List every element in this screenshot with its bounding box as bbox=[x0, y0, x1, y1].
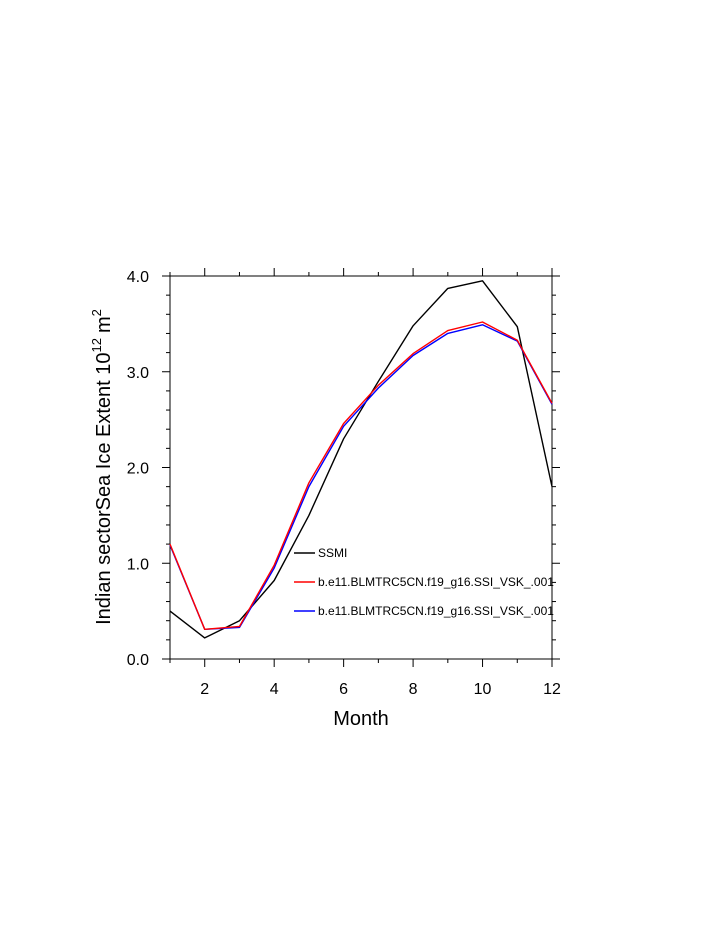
x-tick-label: 6 bbox=[339, 681, 348, 698]
x-tick-label: 4 bbox=[270, 681, 279, 698]
series-lines bbox=[169, 280, 553, 639]
x-tick-label: 2 bbox=[200, 681, 209, 698]
legend-label: SSMI bbox=[318, 546, 347, 560]
series-line-1 bbox=[169, 280, 553, 639]
tick-labels: 2 4 6 8 10 12 0.0 1.0 2.0 3.0 4.0 bbox=[127, 269, 561, 698]
x-tick-label: 10 bbox=[474, 681, 492, 698]
y-tick-label: 0.0 bbox=[127, 652, 149, 669]
x-axis-title: Month bbox=[333, 708, 389, 730]
plot-frame bbox=[169, 275, 553, 660]
y-axis-title-exponent: 12 bbox=[89, 338, 104, 352]
tick-marks bbox=[162, 268, 560, 667]
x-tick-label: 12 bbox=[543, 681, 561, 698]
x-tick-label: 8 bbox=[409, 681, 418, 698]
legend-label: b.e11.BLMTRC5CN.f19_g16.SSI_VSK_.001 bbox=[318, 604, 554, 618]
y-tick-label: 3.0 bbox=[127, 365, 149, 382]
legend: SSMI b.e11.BLMTRC5CN.f19_g16.SSI_VSK_.001… bbox=[294, 546, 554, 618]
series-line-3 bbox=[169, 324, 553, 630]
y-tick-label: 2.0 bbox=[127, 461, 149, 478]
y-axis-title: Indian sectorSea Ice Extent 1012 m2 bbox=[89, 309, 115, 625]
y-axis-title-unit: m bbox=[93, 316, 115, 333]
legend-label: b.e11.BLMTRC5CN.f19_g16.SSI_VSK_.001 bbox=[318, 575, 554, 589]
y-axis-title-main: Indian sectorSea Ice Extent 10 bbox=[93, 352, 115, 624]
series-line-2 bbox=[169, 321, 553, 630]
y-tick-label: 4.0 bbox=[127, 269, 149, 286]
svg-text:Indian sectorSea Ice Extent 10: Indian sectorSea Ice Extent 1012 m2 bbox=[89, 309, 115, 625]
y-axis-title-unit-exponent: 2 bbox=[89, 309, 104, 316]
y-tick-label: 1.0 bbox=[127, 556, 149, 573]
